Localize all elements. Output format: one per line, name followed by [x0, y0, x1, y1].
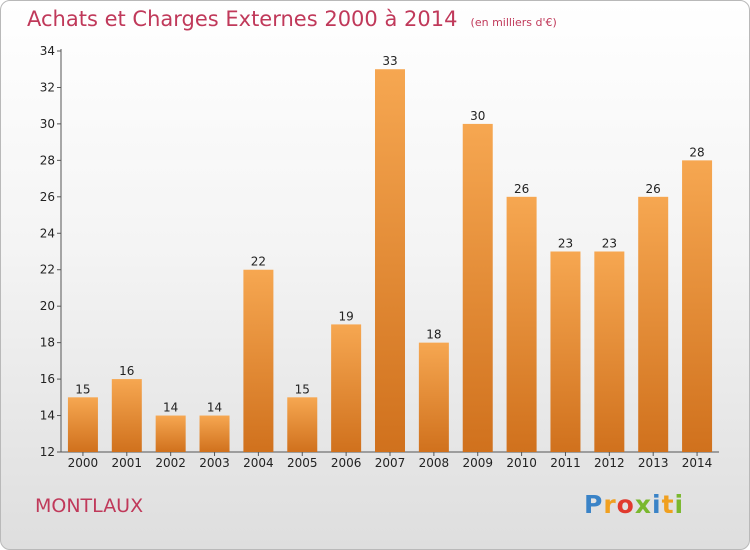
x-tick-label: 2007: [375, 456, 406, 470]
y-tick-label: 26: [40, 190, 55, 204]
bars: 15 16 14 14 22 15 19 33 18 30 26 23 23 26 28: [67, 54, 713, 453]
x-tick-label: 2002: [155, 456, 186, 470]
bar: [111, 379, 142, 452]
proxiti-logo: Proxiti: [584, 490, 684, 519]
x-tick-label: 2006: [331, 456, 362, 470]
bar-value-label: 23: [602, 237, 617, 251]
y-tick-label: 12: [40, 445, 55, 459]
bar-value-label: 19: [338, 309, 353, 323]
bar: [243, 269, 274, 452]
bar: [506, 196, 537, 452]
bar-value-label: 26: [514, 182, 529, 196]
x-axis: 2000 2001 2002 2003 2004 2005 2006 2007 2008 2009…: [61, 451, 719, 470]
bar-value-label: 30: [470, 109, 485, 123]
bar: [418, 342, 449, 452]
bar-value-label: 14: [207, 401, 222, 415]
y-tick-label: 24: [40, 226, 55, 240]
y-tick-label: 34: [40, 44, 55, 58]
x-tick-label: 2012: [594, 456, 625, 470]
chart-title: Achats et Charges Externes 2000 à 2014 (…: [27, 7, 557, 31]
bar: [67, 397, 98, 452]
x-tick-label: 2011: [550, 456, 581, 470]
y-tick-label: 18: [40, 336, 55, 350]
bar: [199, 415, 230, 452]
bar: [550, 251, 581, 452]
x-tick-label: 2005: [287, 456, 318, 470]
bar-value-label: 18: [426, 328, 441, 342]
bar-value-label: 22: [251, 255, 266, 269]
x-tick-label: 2004: [243, 456, 274, 470]
bar: [331, 324, 362, 452]
logo-letter: t: [661, 490, 675, 519]
y-tick-label: 28: [40, 153, 55, 167]
logo-letter: x: [634, 490, 652, 519]
x-tick-label: 2000: [68, 456, 99, 470]
bar: [594, 251, 625, 452]
bar-value-label: 16: [119, 364, 134, 378]
y-tick-label: 16: [40, 372, 55, 386]
bar-value-label: 14: [163, 401, 178, 415]
logo-letter: o: [616, 490, 635, 519]
y-tick-label: 30: [40, 117, 55, 131]
x-tick-label: 2003: [199, 456, 230, 470]
bar-value-label: 15: [295, 382, 310, 396]
x-tick-label: 2013: [638, 456, 669, 470]
bar: [287, 397, 318, 452]
x-tick-label: 2010: [506, 456, 537, 470]
x-tick-label: 2008: [419, 456, 450, 470]
unit-text: (en milliers d'€): [470, 16, 557, 29]
y-tick-label: 14: [40, 409, 55, 423]
x-tick-label: 2014: [682, 456, 713, 470]
bar: [682, 160, 713, 452]
x-tick-label: 2001: [112, 456, 143, 470]
logo-letter: P: [584, 490, 604, 519]
logo-letter: i: [652, 490, 662, 519]
bar-value-label: 28: [689, 145, 704, 159]
logo-letter: r: [603, 490, 617, 519]
x-tick-label: 2009: [462, 456, 493, 470]
logo-letter: i: [674, 490, 685, 519]
bar-value-label: 33: [382, 54, 397, 68]
bar-value-label: 15: [75, 382, 90, 396]
title-text: Achats et Charges Externes 2000 à 2014: [27, 7, 458, 31]
bar: [375, 69, 405, 453]
y-tick-label: 20: [40, 299, 55, 313]
y-tick-label: 32: [40, 80, 55, 94]
commune-name: MONTLAUX: [35, 495, 144, 517]
y-tick-label: 22: [40, 263, 55, 277]
bar-value-label: 23: [558, 237, 573, 251]
bar-value-label: 26: [646, 182, 661, 196]
bar: [462, 123, 493, 452]
bar: [638, 196, 669, 452]
y-axis: 12 14 16 18 20 22 24 26 28 30 32 34: [40, 44, 62, 459]
bar: [155, 415, 186, 452]
